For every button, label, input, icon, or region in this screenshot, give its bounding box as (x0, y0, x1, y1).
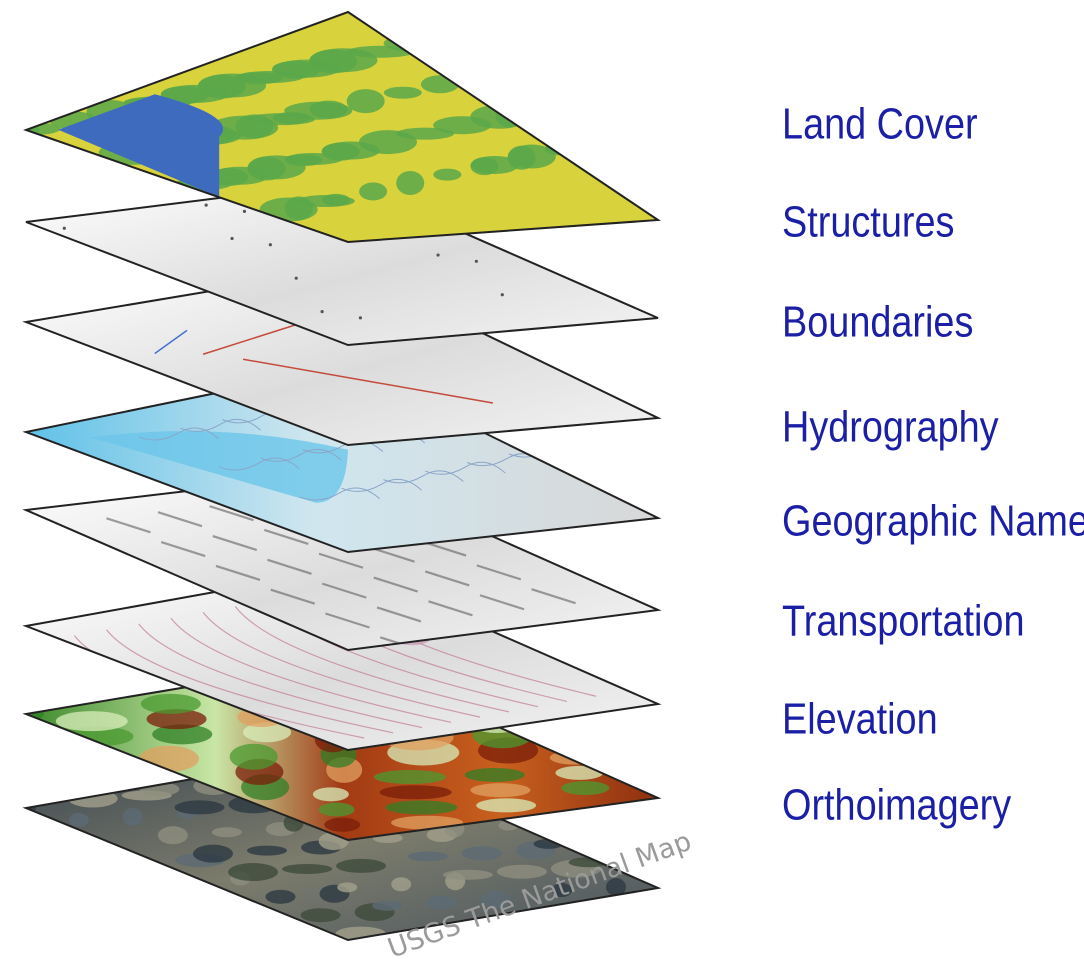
labels-group: Orthoimagery Elevation Transportation Geogr… (782, 99, 1084, 829)
layer-plane-boundaries (26, 268, 658, 445)
layer-label-hydrography: Hydrography (782, 402, 999, 451)
layer-label-orthoimagery: Orthoimagery (782, 780, 1012, 829)
layers-group (22, 10, 662, 942)
layer-label-transportation: Transportation (782, 596, 1024, 645)
layer-label-land-cover: Land Cover (782, 99, 978, 148)
layer-outline-elevation (22, 658, 662, 842)
layer-outline-transportation (22, 566, 662, 752)
layer-label-structures: Structures (782, 197, 954, 246)
layer-plane-transportation (26, 568, 658, 750)
layer-outline-land-cover (23, 10, 661, 244)
layer-label-geographic-names: Geographic Names (782, 496, 1084, 545)
layer-outline-structures (25, 180, 659, 347)
layer-label-elevation: Elevation (782, 694, 938, 743)
layer-label-boundaries: Boundaries (782, 297, 973, 346)
layer-structures (25, 180, 659, 347)
layer-outline-geographic-names (22, 470, 662, 652)
layer-outline-hydrography (22, 364, 662, 554)
layer-outline-orthoimagery (22, 750, 662, 942)
layer-plane-structures (26, 182, 658, 345)
layer-land-cover (23, 10, 661, 244)
layer-outline-boundaries (22, 266, 662, 447)
